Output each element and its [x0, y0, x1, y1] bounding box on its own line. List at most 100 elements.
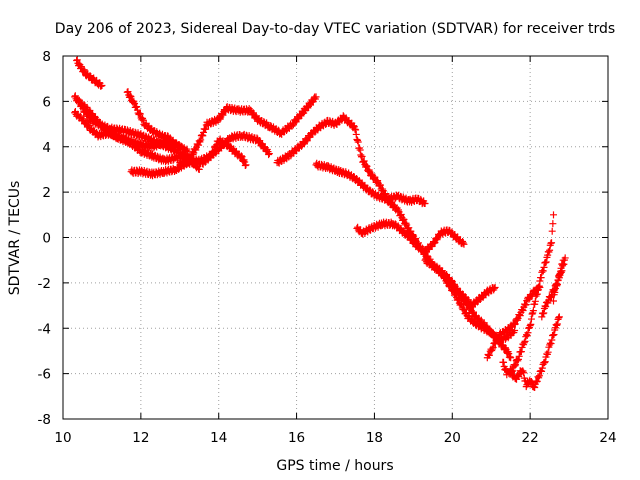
- data-point: [551, 285, 559, 293]
- data-point: [470, 308, 478, 316]
- data-point: [414, 239, 422, 247]
- data-point: [265, 151, 273, 159]
- y-tick-label: 2: [42, 185, 51, 201]
- series-arc-7: [176, 135, 250, 170]
- data-point: [354, 136, 362, 144]
- data-point: [459, 239, 467, 247]
- x-tick-label: 24: [599, 430, 616, 446]
- data-point: [452, 290, 460, 298]
- data-point: [400, 215, 408, 223]
- data-point: [133, 103, 141, 111]
- data-point: [557, 268, 565, 276]
- data-point: [363, 162, 371, 170]
- y-tick-label: 8: [42, 49, 51, 65]
- data-point: [352, 130, 360, 138]
- data-point: [242, 161, 250, 169]
- x-axis-label: GPS time / hours: [276, 458, 393, 474]
- data-point: [354, 138, 362, 146]
- data-point: [531, 300, 539, 308]
- data-point: [549, 220, 557, 228]
- data-point: [460, 240, 468, 248]
- data-point: [552, 321, 560, 329]
- data-point: [362, 162, 370, 170]
- data-point: [538, 367, 546, 375]
- data-point: [189, 150, 197, 158]
- data-point: [551, 288, 559, 296]
- series-arc-16: [507, 313, 563, 392]
- data-point: [524, 329, 532, 337]
- data-point: [191, 145, 199, 153]
- series-arc-4: [123, 88, 188, 154]
- data-marks: [71, 56, 569, 392]
- data-point: [540, 359, 548, 367]
- data-point: [531, 384, 539, 392]
- data-point: [507, 354, 515, 362]
- x-tick-labels: 10 12 14 16 18 20 22 24: [54, 430, 616, 446]
- y-axis-label: SDTVAR / TECUs: [7, 181, 23, 296]
- data-point: [516, 312, 524, 320]
- data-point: [514, 371, 522, 379]
- data-point: [511, 320, 519, 328]
- data-point: [541, 358, 549, 366]
- data-point: [237, 152, 245, 160]
- data-point: [79, 67, 87, 75]
- data-point: [511, 362, 519, 370]
- y-tick-label: 4: [42, 140, 51, 156]
- data-point: [553, 280, 561, 288]
- data-point: [548, 336, 556, 344]
- data-point: [526, 322, 534, 330]
- data-point: [210, 147, 218, 155]
- data-point: [421, 199, 429, 207]
- data-point: [553, 281, 561, 289]
- data-point: [127, 93, 135, 101]
- y-tick-labels: -8 -6 -4 -2 0 2 4 6 8: [38, 49, 51, 428]
- data-point: [555, 314, 563, 322]
- data-point: [455, 295, 463, 303]
- data-point: [352, 126, 360, 134]
- series-arc-15: [499, 211, 557, 379]
- data-point: [548, 227, 556, 235]
- data-point: [488, 347, 496, 355]
- y-tick-label: -8: [38, 412, 51, 428]
- data-point: [544, 251, 552, 259]
- data-point: [538, 313, 546, 321]
- data-point: [505, 350, 513, 358]
- data-point: [506, 353, 514, 361]
- data-point: [514, 355, 522, 363]
- data-point: [534, 373, 542, 381]
- data-point: [527, 315, 535, 323]
- series-arc-10: [353, 218, 468, 256]
- data-point: [528, 310, 536, 318]
- data-point: [537, 274, 545, 282]
- data-point: [542, 258, 550, 266]
- data-point: [379, 185, 387, 193]
- plot-frame: [62, 55, 609, 420]
- data-point: [350, 122, 358, 130]
- data-point: [195, 137, 203, 145]
- data-point: [528, 379, 536, 387]
- x-tick-label: 12: [132, 430, 149, 446]
- y-tick-label: 0: [42, 231, 51, 247]
- data-point: [209, 149, 217, 157]
- data-point: [560, 260, 568, 268]
- data-point: [550, 211, 557, 219]
- data-point: [544, 348, 552, 356]
- series-arc-9: [312, 159, 429, 208]
- data-point: [136, 110, 144, 118]
- data-point: [520, 369, 528, 377]
- data-point: [539, 267, 547, 275]
- data-point: [553, 320, 561, 328]
- x-tick-label: 22: [522, 430, 539, 446]
- data-point: [538, 268, 546, 276]
- y-tick-label: -4: [38, 321, 51, 337]
- data-point: [206, 153, 214, 161]
- data-point: [542, 303, 550, 311]
- x-tick-label: 20: [444, 430, 461, 446]
- data-point: [520, 339, 528, 347]
- data-point: [195, 165, 203, 173]
- data-point: [441, 274, 449, 282]
- data-point: [211, 142, 219, 150]
- data-point: [519, 367, 527, 375]
- data-point: [548, 239, 556, 247]
- data-point: [533, 290, 541, 298]
